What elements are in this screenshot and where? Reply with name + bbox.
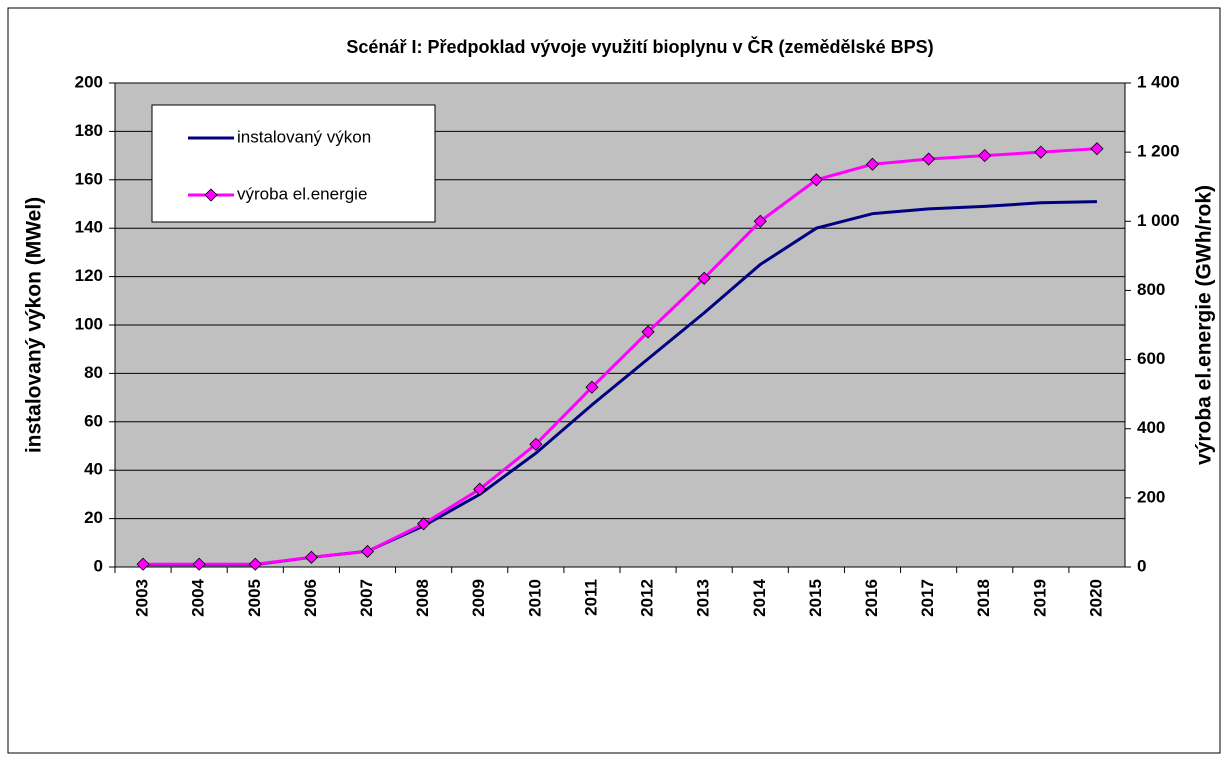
y-tick-label: 20 — [84, 508, 103, 527]
x-tick-label: 2009 — [469, 579, 488, 617]
x-tick-label: 2006 — [301, 579, 320, 617]
x-tick-label: 2017 — [918, 579, 937, 617]
y2-tick-label: 1 400 — [1137, 72, 1180, 91]
y-tick-label: 80 — [84, 363, 103, 382]
series-marker — [1090, 142, 1104, 156]
series-marker — [585, 380, 599, 394]
x-tick-label: 2005 — [245, 579, 264, 617]
y-tick-label: 160 — [75, 169, 103, 188]
series-marker — [978, 149, 992, 163]
y-axis-label: instalovaný výkon (MWel) — [23, 197, 46, 453]
series-marker — [809, 173, 823, 187]
x-tick-label: 2008 — [413, 579, 432, 617]
series-marker — [1034, 145, 1048, 159]
series-marker — [641, 325, 655, 339]
x-tick-label: 2014 — [750, 578, 769, 616]
x-tick-label: 2018 — [974, 579, 993, 617]
legend-box — [151, 104, 436, 223]
x-tick-label: 2013 — [694, 579, 713, 617]
series-marker — [136, 557, 150, 571]
series-marker — [417, 517, 431, 531]
y-tick-label: 120 — [75, 266, 103, 285]
y2-tick-label: 400 — [1137, 418, 1165, 437]
y2-tick-label: 1 000 — [1137, 211, 1180, 230]
x-tick-label: 2020 — [1086, 579, 1105, 617]
y-tick-label: 180 — [75, 121, 103, 140]
y-tick-label: 140 — [75, 218, 103, 237]
y2-tick-label: 600 — [1137, 349, 1165, 368]
series-marker — [360, 544, 375, 559]
series-marker — [922, 152, 936, 166]
y2-tick-label: 800 — [1137, 280, 1165, 299]
y2-tick-label: 1 200 — [1137, 142, 1180, 161]
series-line — [143, 147, 1098, 566]
legend-label: instalovaný výkon — [237, 127, 371, 146]
y-tick-label: 0 — [94, 556, 103, 575]
series-marker — [697, 271, 711, 285]
y-tick-label: 200 — [75, 72, 103, 91]
x-tick-label: 2015 — [806, 579, 825, 617]
series-marker — [865, 157, 880, 171]
series-marker — [304, 550, 318, 564]
x-tick-label: 2019 — [1030, 579, 1049, 617]
x-tick-label: 2012 — [638, 579, 657, 617]
x-tick-label: 2003 — [133, 579, 152, 617]
chart-title: Scénář I: Předpoklad vývoje využití biop… — [346, 36, 933, 57]
series-marker — [248, 557, 262, 571]
y2-axis-label: výroba el.energie (GWh/rok) — [1193, 185, 1216, 465]
x-tick-label: 2016 — [862, 579, 881, 617]
x-tick-label: 2011 — [581, 579, 600, 616]
legend-marker — [204, 188, 218, 202]
y-tick-label: 60 — [84, 411, 103, 430]
legend-label: výroba el.energie — [237, 184, 367, 203]
series-marker — [473, 482, 487, 496]
series-marker — [192, 557, 206, 571]
series-marker — [529, 437, 543, 451]
y-tick-label: 100 — [75, 314, 103, 333]
y-tick-label: 40 — [84, 460, 103, 479]
x-tick-label: 2010 — [525, 579, 544, 617]
x-tick-label: 2004 — [189, 578, 208, 616]
y2-tick-label: 0 — [1137, 556, 1146, 575]
x-tick-label: 2007 — [357, 579, 376, 617]
series-marker — [753, 214, 767, 228]
y2-tick-label: 200 — [1137, 487, 1165, 506]
